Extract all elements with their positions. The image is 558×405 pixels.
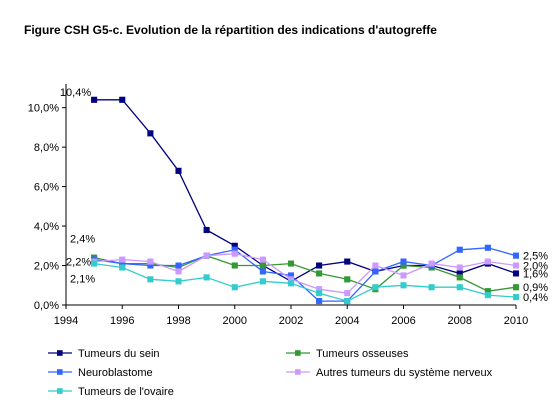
data-point bbox=[484, 292, 491, 299]
data-point bbox=[372, 284, 379, 291]
legend-marker bbox=[57, 350, 63, 356]
legend-marker bbox=[57, 369, 63, 375]
data-point bbox=[456, 246, 463, 253]
series-line-1 bbox=[94, 99, 517, 283]
data-point bbox=[344, 276, 351, 283]
data-point bbox=[512, 252, 520, 259]
series-line-4 bbox=[94, 253, 517, 294]
data-point bbox=[512, 262, 520, 269]
data-label: 2,2% bbox=[66, 257, 91, 269]
legend-marker bbox=[295, 369, 301, 375]
data-point bbox=[316, 262, 323, 269]
data-point bbox=[512, 270, 520, 277]
data-point bbox=[175, 262, 182, 269]
x-tick-label: 1994 bbox=[54, 315, 78, 327]
legend-label: Tumeurs du sein bbox=[78, 348, 160, 360]
data-point bbox=[316, 290, 323, 297]
data-point bbox=[428, 284, 435, 291]
x-tick-label: 2010 bbox=[504, 315, 528, 327]
data-point bbox=[175, 268, 182, 275]
series-line-5 bbox=[94, 262, 517, 302]
data-point bbox=[147, 258, 154, 265]
data-point bbox=[344, 290, 351, 297]
legend-label: Tumeurs de l'ovaire bbox=[78, 386, 174, 398]
data-point bbox=[119, 264, 126, 271]
data-point bbox=[203, 252, 210, 259]
data-label: 2,4% bbox=[70, 234, 95, 246]
x-tick-label: 1996 bbox=[110, 315, 134, 327]
y-tick-label: 8,0% bbox=[34, 142, 59, 154]
data-point bbox=[231, 262, 238, 269]
data-point bbox=[259, 262, 266, 269]
data-point bbox=[344, 258, 351, 265]
data-point bbox=[456, 264, 463, 271]
data-point bbox=[456, 284, 463, 291]
data-point bbox=[484, 244, 491, 251]
data-point bbox=[231, 250, 238, 257]
x-tick-label: 1998 bbox=[166, 315, 190, 327]
y-tick-label: 2,0% bbox=[34, 261, 59, 273]
y-tick-label: 4,0% bbox=[34, 221, 59, 233]
chart-title: Figure CSH G5-c. Evolution de la réparti… bbox=[24, 23, 437, 37]
data-point bbox=[344, 298, 351, 305]
legend-marker bbox=[57, 388, 63, 394]
legend-label: Neuroblastome bbox=[78, 367, 153, 379]
data-point bbox=[203, 274, 210, 281]
data-label: 10,4% bbox=[60, 87, 91, 99]
data-point bbox=[231, 284, 238, 291]
data-point bbox=[147, 130, 154, 137]
data-point bbox=[175, 167, 182, 174]
data-point bbox=[316, 298, 323, 305]
data-point bbox=[259, 256, 266, 263]
data-point bbox=[400, 282, 407, 289]
data-label: 0,9% bbox=[523, 282, 548, 294]
legend-label: Autres tumeurs du système nerveux bbox=[316, 367, 493, 379]
y-tick-label: 10,0% bbox=[28, 103, 59, 115]
data-point bbox=[456, 274, 463, 281]
data-point bbox=[287, 280, 295, 287]
data-point bbox=[259, 278, 266, 285]
data-point bbox=[372, 268, 379, 275]
data-point bbox=[400, 272, 407, 279]
legend-marker bbox=[295, 350, 301, 356]
x-tick-label: 2002 bbox=[279, 315, 303, 327]
data-point bbox=[512, 294, 520, 301]
legend-label: Tumeurs osseuses bbox=[316, 348, 409, 360]
data-point bbox=[428, 260, 435, 267]
data-point bbox=[372, 262, 379, 269]
data-point bbox=[287, 260, 295, 267]
data-point bbox=[400, 258, 407, 265]
data-label: 0,4% bbox=[523, 292, 548, 304]
y-tick-label: 0,0% bbox=[34, 300, 59, 312]
data-point bbox=[91, 260, 98, 267]
data-point bbox=[91, 96, 98, 103]
data-point bbox=[203, 226, 210, 234]
x-tick-label: 2004 bbox=[335, 315, 359, 327]
data-label: 2,0% bbox=[523, 261, 548, 273]
data-point bbox=[119, 256, 126, 263]
data-point bbox=[147, 276, 154, 283]
data-point bbox=[484, 258, 491, 265]
data-point bbox=[259, 268, 266, 275]
x-tick-label: 2006 bbox=[391, 315, 415, 327]
data-label: 2,5% bbox=[523, 251, 548, 263]
data-point bbox=[316, 270, 323, 277]
data-label: 2,1% bbox=[70, 274, 95, 286]
x-tick-label: 2000 bbox=[223, 315, 247, 327]
data-point bbox=[119, 96, 126, 103]
x-tick-label: 2008 bbox=[448, 315, 472, 327]
data-point bbox=[512, 284, 520, 291]
y-tick-label: 6,0% bbox=[34, 182, 59, 194]
data-label: 1,6% bbox=[523, 268, 548, 280]
data-point bbox=[175, 278, 182, 285]
